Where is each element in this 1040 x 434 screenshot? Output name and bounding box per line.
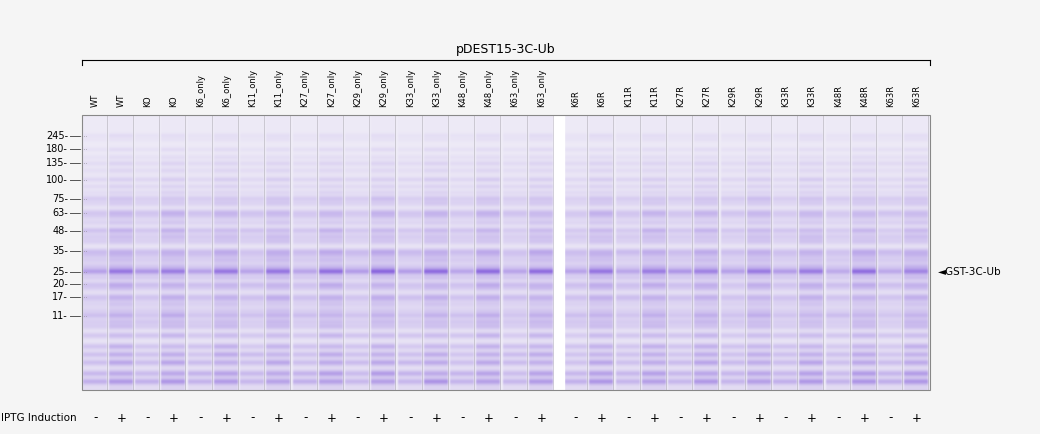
- Text: 20-: 20-: [52, 279, 68, 289]
- Text: IPTG Induction: IPTG Induction: [1, 413, 77, 423]
- Text: -: -: [303, 411, 307, 424]
- Text: -: -: [93, 411, 98, 424]
- Text: -: -: [251, 411, 255, 424]
- Text: K63_only: K63_only: [537, 69, 546, 107]
- Text: -: -: [731, 411, 735, 424]
- Text: -: -: [573, 411, 578, 424]
- Text: +: +: [537, 411, 546, 424]
- Text: -: -: [356, 411, 360, 424]
- Text: K29_only: K29_only: [354, 69, 362, 107]
- Text: K11_only: K11_only: [275, 69, 283, 107]
- Text: +: +: [754, 411, 764, 424]
- Text: 35-: 35-: [52, 246, 68, 256]
- Text: 25-: 25-: [52, 267, 68, 277]
- Text: -: -: [146, 411, 150, 424]
- Text: +: +: [702, 411, 711, 424]
- Text: +: +: [274, 411, 284, 424]
- Text: K27_only: K27_only: [301, 69, 310, 107]
- Text: K29_only: K29_only: [380, 69, 388, 107]
- Text: +: +: [912, 411, 921, 424]
- Text: K27R: K27R: [702, 85, 711, 107]
- Text: 11-: 11-: [52, 311, 68, 321]
- Text: +: +: [327, 411, 336, 424]
- Text: -: -: [513, 411, 517, 424]
- Text: +: +: [222, 411, 231, 424]
- Text: K29R: K29R: [755, 85, 763, 107]
- Text: 180-: 180-: [46, 145, 68, 155]
- Text: K48_only: K48_only: [459, 69, 467, 107]
- Text: 48-: 48-: [52, 226, 68, 236]
- Text: K48_only: K48_only: [485, 69, 493, 107]
- Text: K48R: K48R: [834, 85, 842, 107]
- Text: K6R: K6R: [597, 90, 606, 107]
- Text: K6_only: K6_only: [222, 74, 231, 107]
- Text: K33R: K33R: [807, 85, 816, 107]
- Text: K6_only: K6_only: [196, 74, 205, 107]
- Text: -: -: [408, 411, 412, 424]
- Text: K63R: K63R: [912, 85, 921, 107]
- Text: +: +: [379, 411, 389, 424]
- Text: +: +: [432, 411, 441, 424]
- Text: K33_only: K33_only: [432, 69, 441, 107]
- Text: WT: WT: [90, 94, 100, 107]
- Text: K27_only: K27_only: [327, 69, 336, 107]
- Text: +: +: [649, 411, 659, 424]
- Text: 75-: 75-: [52, 194, 68, 204]
- Text: K6R: K6R: [571, 90, 580, 107]
- Text: +: +: [168, 411, 179, 424]
- Text: 63-: 63-: [52, 207, 68, 217]
- Text: 135-: 135-: [46, 158, 68, 168]
- Text: K63_only: K63_only: [511, 69, 520, 107]
- Text: +: +: [597, 411, 606, 424]
- Text: K27R: K27R: [676, 85, 685, 107]
- Text: K48R: K48R: [860, 85, 868, 107]
- Text: K63R: K63R: [886, 85, 895, 107]
- Text: KO: KO: [170, 95, 179, 107]
- Text: -: -: [461, 411, 465, 424]
- Text: +: +: [116, 411, 126, 424]
- Text: +: +: [484, 411, 494, 424]
- Text: -: -: [836, 411, 840, 424]
- Text: 17-: 17-: [52, 292, 68, 302]
- Text: K11R: K11R: [650, 85, 659, 107]
- Text: KO: KO: [144, 95, 152, 107]
- Text: -: -: [626, 411, 630, 424]
- Text: WT: WT: [116, 94, 126, 107]
- Text: K11R: K11R: [624, 85, 632, 107]
- Text: +: +: [859, 411, 869, 424]
- Text: 100-: 100-: [46, 174, 68, 184]
- Bar: [82, 115, 930, 390]
- Text: -: -: [198, 411, 203, 424]
- Text: -: -: [678, 411, 683, 424]
- Text: K11_only: K11_only: [249, 69, 257, 107]
- Text: K33R: K33R: [781, 85, 790, 107]
- Text: 245-: 245-: [46, 131, 68, 141]
- Text: +: +: [807, 411, 816, 424]
- Text: -: -: [888, 411, 892, 424]
- Text: K33_only: K33_only: [406, 69, 415, 107]
- Text: K29R: K29R: [729, 85, 737, 107]
- Text: -: -: [783, 411, 788, 424]
- Text: ◄GST-3C-Ub: ◄GST-3C-Ub: [938, 267, 1002, 277]
- Text: pDEST15-3C-Ub: pDEST15-3C-Ub: [457, 43, 555, 56]
